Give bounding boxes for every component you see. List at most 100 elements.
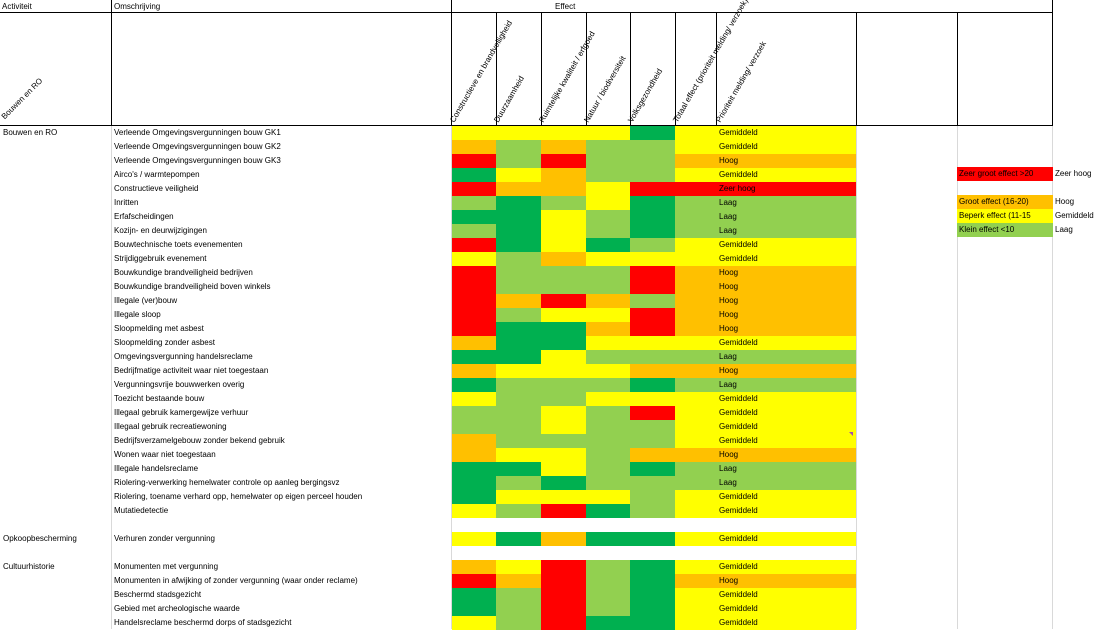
legend-swatch: Klein effect <10 bbox=[957, 223, 1053, 237]
effect-cell bbox=[630, 462, 675, 476]
effect-cell bbox=[586, 476, 630, 490]
effect-cell bbox=[630, 294, 675, 308]
effect-cell bbox=[675, 140, 716, 154]
effect-cell bbox=[675, 238, 716, 252]
effect-column-header: Prioriteit melding/ verzoek bbox=[714, 39, 769, 125]
header-divider-extra bbox=[957, 13, 958, 126]
effect-cell bbox=[675, 350, 716, 364]
legend-value: Hoog bbox=[1055, 197, 1075, 206]
sheet-gridline bbox=[1052, 126, 1053, 629]
priority-cell bbox=[716, 406, 856, 420]
effect-cell bbox=[496, 476, 541, 490]
effect-cell bbox=[452, 140, 496, 154]
effect-cell bbox=[452, 182, 496, 196]
row-description: Sloopmelding zonder asbest bbox=[114, 338, 215, 347]
effect-cell bbox=[586, 434, 630, 448]
effect-cell bbox=[452, 196, 496, 210]
effect-cell bbox=[586, 364, 630, 378]
effect-cell bbox=[586, 420, 630, 434]
effect-cell bbox=[452, 238, 496, 252]
priority-cell bbox=[716, 420, 856, 434]
effect-column-header: Duurzaamheid bbox=[492, 74, 527, 124]
effect-column-header: Totaal effect (prioriteit melding/ verzo… bbox=[671, 0, 750, 124]
priority-cell bbox=[716, 350, 856, 364]
priority-label: Gemiddeld bbox=[719, 590, 758, 599]
priority-label: Hoog bbox=[719, 282, 739, 291]
effect-cell bbox=[496, 364, 541, 378]
effect-cell bbox=[496, 448, 541, 462]
section-label: Opkoopbescherming bbox=[3, 534, 77, 543]
priority-label: Laag bbox=[719, 380, 737, 389]
effect-cell bbox=[630, 322, 675, 336]
row-description: Illegaal gebruik kamergewijze verhuur bbox=[114, 408, 249, 417]
priority-cell bbox=[716, 504, 856, 518]
effect-cell bbox=[675, 602, 716, 616]
priority-cell bbox=[716, 308, 856, 322]
effect-cell bbox=[452, 504, 496, 518]
priority-cell bbox=[716, 196, 856, 210]
legend-swatch: Groot effect (16-20) bbox=[957, 195, 1053, 209]
effect-column-header: Natuur / biodiversiteit bbox=[582, 54, 628, 124]
effect-cell bbox=[586, 560, 630, 574]
priority-cell bbox=[716, 364, 856, 378]
priority-label: Laag bbox=[719, 478, 737, 487]
effect-cell bbox=[496, 378, 541, 392]
effect-cell bbox=[586, 322, 630, 336]
row-description: Monumenten met vergunning bbox=[114, 562, 219, 571]
priority-label: Gemiddeld bbox=[719, 338, 758, 347]
effect-cell bbox=[630, 280, 675, 294]
row-description: Handelsreclame beschermd dorps of stadsg… bbox=[114, 618, 292, 627]
effect-cell bbox=[452, 350, 496, 364]
priority-label: Gemiddeld bbox=[719, 408, 758, 417]
effect-cell bbox=[496, 574, 541, 588]
effect-cell bbox=[496, 462, 541, 476]
effect-cell bbox=[630, 210, 675, 224]
effect-cell bbox=[586, 574, 630, 588]
header-effect: Effect bbox=[555, 2, 576, 11]
priority-label: Gemiddeld bbox=[719, 618, 758, 627]
effect-cell bbox=[496, 238, 541, 252]
row-description: Erfafscheidingen bbox=[114, 212, 174, 221]
effect-cell bbox=[496, 322, 541, 336]
effect-cell bbox=[452, 126, 496, 140]
effect-cell bbox=[630, 392, 675, 406]
row-description: Airco's / warmtepompen bbox=[114, 170, 200, 179]
effect-cell bbox=[630, 490, 675, 504]
effect-cell bbox=[630, 378, 675, 392]
effect-cell bbox=[541, 462, 586, 476]
legend-value: Zeer hoog bbox=[1055, 169, 1092, 178]
effect-cell bbox=[630, 224, 675, 238]
effect-cell bbox=[541, 364, 586, 378]
effect-cell bbox=[586, 280, 630, 294]
row-description: Riolering, toename verhard opp, hemelwat… bbox=[114, 492, 363, 501]
effect-cell bbox=[452, 224, 496, 238]
row-description: Kozijn- en deurwijzigingen bbox=[114, 226, 207, 235]
effect-cell bbox=[541, 336, 586, 350]
header-omschrijving: Omschrijving bbox=[114, 2, 161, 11]
effect-cell bbox=[586, 210, 630, 224]
effect-cell bbox=[586, 238, 630, 252]
row-description: Riolering-verwerking hemelwater controle… bbox=[114, 478, 340, 487]
effect-cell bbox=[541, 308, 586, 322]
priority-label: Gemiddeld bbox=[719, 170, 758, 179]
priority-cell bbox=[716, 266, 856, 280]
effect-cell bbox=[586, 532, 630, 546]
effect-cell bbox=[630, 602, 675, 616]
priority-label: Laag bbox=[719, 198, 737, 207]
effect-cell bbox=[586, 154, 630, 168]
effect-column-divider bbox=[586, 13, 587, 126]
effect-cell bbox=[586, 224, 630, 238]
effect-cell bbox=[496, 406, 541, 420]
effect-cell bbox=[452, 616, 496, 630]
effect-cell bbox=[675, 336, 716, 350]
effect-cell bbox=[541, 266, 586, 280]
effect-cell bbox=[496, 182, 541, 196]
effect-cell bbox=[496, 154, 541, 168]
effect-cell bbox=[541, 238, 586, 252]
priority-label: Gemiddeld bbox=[719, 128, 758, 137]
priority-cell bbox=[716, 336, 856, 350]
effect-column-divider bbox=[716, 13, 717, 126]
effect-cell bbox=[675, 266, 716, 280]
effect-cell bbox=[586, 462, 630, 476]
effect-cell bbox=[541, 126, 586, 140]
